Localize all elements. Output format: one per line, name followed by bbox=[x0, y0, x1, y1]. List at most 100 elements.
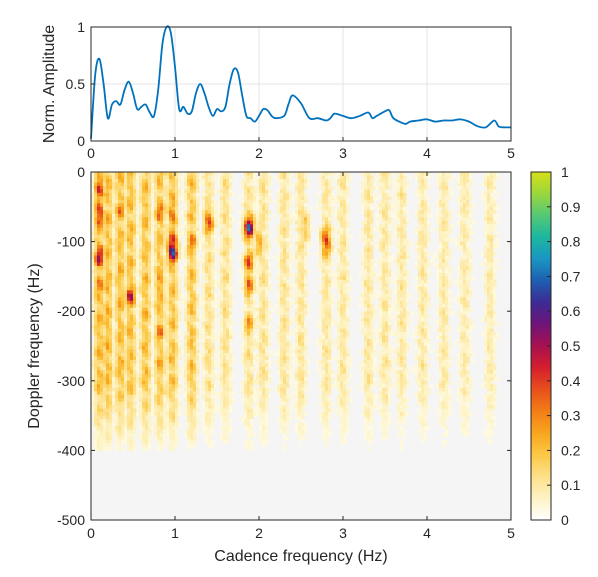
heatmap-cell bbox=[100, 217, 104, 222]
heatmap-cell bbox=[439, 245, 443, 249]
heatmap-cell bbox=[208, 318, 212, 323]
heatmap-cell bbox=[253, 325, 257, 329]
heatmap-cell bbox=[424, 321, 428, 326]
heatmap-cell bbox=[259, 304, 263, 309]
heatmap-cell bbox=[262, 227, 266, 232]
heatmap-cell bbox=[106, 339, 110, 343]
heatmap-cell bbox=[418, 203, 422, 208]
heatmap-cell bbox=[253, 189, 257, 194]
heatmap-cell bbox=[286, 335, 290, 340]
heatmap-cell bbox=[457, 196, 461, 201]
heatmap-cell bbox=[463, 185, 467, 190]
heatmap-cell bbox=[136, 248, 140, 253]
heatmap-cell bbox=[448, 252, 452, 256]
heatmap-cell bbox=[295, 217, 299, 222]
heatmap-cell bbox=[187, 328, 191, 333]
heatmap-cell bbox=[418, 245, 422, 249]
heatmap-cell bbox=[364, 293, 368, 298]
heatmap-cell bbox=[151, 252, 155, 256]
heatmap-cell bbox=[148, 175, 152, 180]
heatmap-cell bbox=[154, 283, 158, 288]
heatmap-cell bbox=[337, 276, 341, 281]
heatmap-cell bbox=[364, 332, 368, 336]
heatmap-cell bbox=[121, 286, 125, 291]
heatmap-cell bbox=[187, 286, 191, 291]
heatmap-cell bbox=[304, 231, 308, 236]
heatmap-cell bbox=[403, 182, 407, 187]
heatmap-cell bbox=[262, 321, 266, 326]
heatmap-cell bbox=[427, 210, 431, 215]
heatmap-cell bbox=[421, 335, 425, 340]
heatmap-cell bbox=[199, 259, 203, 263]
heatmap-cell bbox=[223, 172, 227, 176]
heatmap-cell bbox=[364, 283, 368, 288]
heatmap-cell bbox=[322, 262, 326, 267]
heatmap-cell bbox=[295, 304, 299, 309]
heatmap-cell bbox=[421, 283, 425, 288]
heatmap-cell bbox=[280, 272, 284, 277]
heatmap-cell bbox=[208, 255, 212, 260]
heatmap-cell bbox=[301, 332, 305, 336]
heatmap-cell bbox=[301, 231, 305, 236]
heatmap-cell bbox=[400, 252, 404, 256]
heatmap-cell bbox=[223, 213, 227, 218]
heatmap-cell bbox=[280, 248, 284, 253]
heatmap-cell bbox=[112, 307, 116, 312]
heatmap-cell bbox=[268, 175, 272, 180]
heatmap-cell bbox=[244, 182, 248, 187]
heatmap-cell bbox=[250, 206, 254, 211]
heatmap-cell bbox=[340, 300, 344, 305]
heatmap-cell bbox=[346, 245, 350, 249]
heatmap-cell bbox=[361, 290, 365, 295]
heatmap-cell bbox=[322, 178, 326, 183]
heatmap-cell bbox=[388, 286, 392, 291]
heatmap-cell bbox=[190, 172, 194, 176]
heatmap-cell bbox=[334, 279, 338, 284]
heatmap-cell bbox=[289, 318, 293, 323]
heatmap-cell bbox=[121, 172, 125, 176]
heatmap-cell bbox=[247, 199, 251, 204]
heatmap-cell bbox=[442, 332, 446, 336]
heatmap-cell bbox=[466, 224, 470, 229]
heatmap-cell bbox=[229, 290, 233, 295]
heatmap-cell bbox=[457, 238, 461, 242]
heatmap-cell bbox=[361, 220, 365, 225]
heatmap-cell bbox=[457, 279, 461, 284]
heatmap-cell bbox=[202, 265, 206, 270]
heatmap-cell bbox=[436, 276, 440, 281]
heatmap-cell bbox=[262, 259, 266, 263]
heatmap-cell bbox=[154, 192, 158, 197]
heatmap-cell bbox=[379, 304, 383, 309]
heatmap-cell bbox=[460, 245, 464, 249]
heatmap-cell bbox=[148, 332, 152, 336]
heatmap-cell bbox=[274, 199, 278, 204]
heatmap-cell bbox=[202, 328, 206, 333]
heatmap-cell bbox=[484, 335, 488, 340]
heatmap-cell bbox=[118, 286, 122, 291]
heatmap-cell bbox=[445, 241, 449, 246]
heatmap-cell bbox=[106, 279, 110, 284]
heatmap-cell bbox=[172, 199, 176, 204]
heatmap-cell bbox=[292, 328, 296, 333]
heatmap-cell bbox=[121, 321, 125, 326]
heatmap-cell bbox=[199, 175, 203, 180]
heatmap-cell bbox=[94, 196, 98, 201]
heatmap-cell bbox=[166, 231, 170, 236]
heatmap-cell bbox=[112, 206, 116, 211]
heatmap-cell bbox=[247, 297, 251, 302]
heatmap-cell bbox=[256, 238, 260, 242]
heatmap-cell bbox=[277, 265, 281, 270]
heatmap-cell bbox=[328, 210, 332, 215]
heatmap-cell bbox=[124, 231, 128, 236]
heatmap-cell bbox=[112, 259, 116, 263]
heatmap-cell bbox=[322, 245, 326, 249]
heatmap-cell bbox=[100, 252, 104, 256]
heatmap-cell bbox=[295, 276, 299, 281]
heatmap-cell bbox=[337, 178, 341, 183]
heatmap-cell bbox=[100, 311, 104, 316]
heatmap-cell bbox=[298, 217, 302, 222]
heatmap-cell bbox=[97, 321, 101, 326]
heatmap-cell bbox=[346, 259, 350, 263]
heatmap-cell bbox=[202, 293, 206, 298]
heatmap-cell bbox=[223, 210, 227, 215]
